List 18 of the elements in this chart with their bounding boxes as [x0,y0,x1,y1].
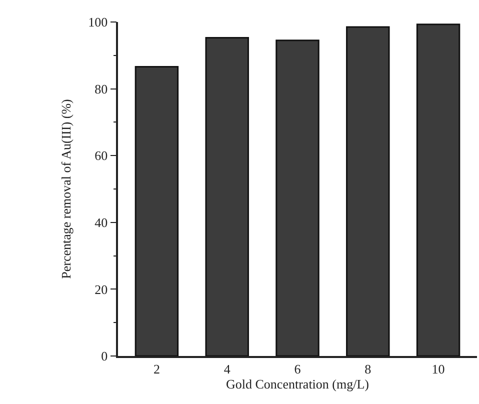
bar [416,24,460,356]
y-tick-label: 80 [94,81,108,96]
bar [134,66,179,356]
y-tick-label: 100 [88,14,108,30]
bar [346,26,390,356]
y-tick-label: 60 [94,148,108,164]
y-tick-label: 0 [101,348,108,364]
x-tick-label: 8 [364,361,372,376]
y-tick-label: 40 [94,214,108,230]
y-axis-title: Percentage removal of Au(III) (%) [58,99,74,279]
bar [276,40,320,356]
x-tick-label: 10 [432,361,445,376]
bar [205,36,249,356]
x-axis-title: Gold Concentration (mg/L) [226,376,369,392]
x-tick-label: 6 [294,361,302,376]
x-tick-label: 2 [153,361,160,376]
x-tick-label: 4 [224,361,231,376]
y-tick-label: 20 [94,282,108,297]
